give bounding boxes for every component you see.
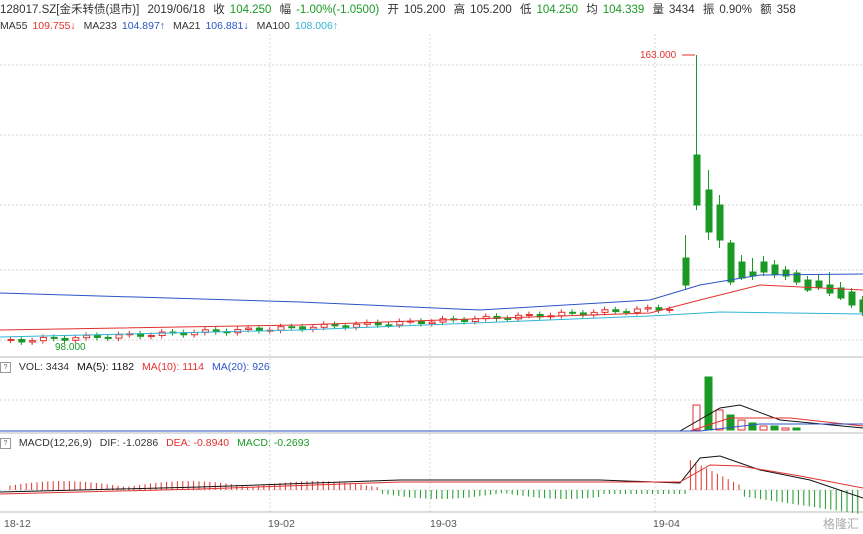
close-label: 收 — [213, 4, 225, 16]
ma55-value: 109.755↓ — [32, 20, 76, 32]
ma-legend: MA55 109.755↓ MA233 104.897↑ MA21 106.881↓ … — [0, 19, 343, 33]
change-label: 幅 — [279, 4, 292, 16]
low-label: 低 — [519, 4, 532, 16]
close-value: 104.250 — [229, 4, 272, 16]
watermark-logo: 格隆汇 — [822, 517, 859, 531]
vol-ma10: MA(10): 1114 — [141, 361, 205, 373]
low-value: 104.250 — [536, 4, 579, 16]
ma233-label: MA233 — [83, 20, 117, 32]
avg-value: 104.339 — [602, 4, 645, 16]
max-price-label: 163.000 — [640, 50, 677, 61]
kline-chart[interactable]: 163.000 98.000 — [0, 0, 863, 514]
x-tick: 18-12 — [4, 518, 31, 530]
amt-value: 358 — [776, 4, 796, 16]
x-tick: 19-04 — [653, 518, 680, 530]
macd-title: MACD(12,26,9) — [18, 437, 92, 449]
quote-date: 2019/06/18 — [147, 4, 206, 16]
amt-label: 额 — [760, 4, 772, 16]
ma21-value: 106.881↓ — [205, 20, 249, 32]
vol-value: 3434 — [669, 4, 695, 16]
min-price-label: 98.000 — [55, 342, 86, 353]
macd-legend: ? MACD(12,26,9) DIF: -1.0286 DEA: -0.894… — [0, 436, 314, 450]
vol-ma20: MA(20): 926 — [211, 361, 270, 373]
ma21-label: MA21 — [173, 20, 201, 32]
security-code: 128017.SZ[金禾转债(退市)] — [0, 4, 140, 16]
amp-value: 0.90% — [719, 4, 752, 16]
help-icon[interactable]: ? — [0, 361, 11, 373]
volume-bars — [0, 376, 863, 432]
x-tick: 19-03 — [430, 518, 457, 530]
ma55-label: MA55 — [0, 20, 28, 32]
ma233-value: 104.897↑ — [121, 20, 166, 32]
ma-lines — [0, 273, 863, 338]
x-tick: 19-02 — [268, 518, 295, 530]
grid — [0, 34, 863, 513]
quote-header: 128017.SZ[金禾转债(退市)] 2019/06/18 收 104.250 … — [0, 2, 801, 18]
candles — [7, 54, 863, 345]
ma100-value: 108.006↑ — [294, 20, 339, 32]
vol-ma5: MA(5): 1182 — [77, 361, 135, 373]
macd-dea: DEA: -0.8940 — [166, 437, 230, 449]
vol-label: 量 — [652, 4, 665, 16]
high-label: 高 — [453, 4, 466, 16]
open-label: 开 — [387, 4, 399, 16]
macd-value: MACD: -0.2693 — [237, 437, 310, 449]
help-icon[interactable]: ? — [0, 437, 11, 449]
change-value: -1.00%(-1.0500) — [296, 4, 380, 16]
volume-legend: ? VOL: 3434 MA(5): 1182 MA(10): 1114 MA(… — [0, 360, 275, 374]
x-axis: 18-12 19-02 19-03 19-04 格隆汇 — [0, 514, 863, 534]
avg-label: 均 — [586, 4, 598, 16]
macd-dif: DIF: -1.0286 — [99, 437, 159, 449]
high-value: 105.200 — [470, 4, 512, 16]
open-value: 105.200 — [403, 4, 446, 16]
vol-title: VOL: 3434 — [18, 361, 70, 373]
ma100-label: MA100 — [256, 20, 290, 32]
macd-bars — [0, 455, 863, 514]
amp-label: 振 — [702, 4, 715, 16]
